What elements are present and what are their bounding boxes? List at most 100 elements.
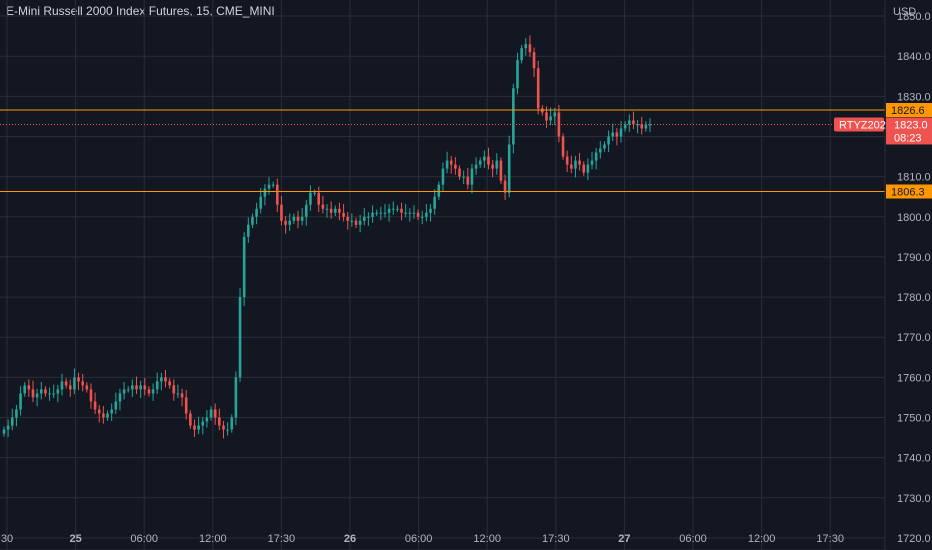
candle-body: [483, 156, 486, 161]
last-price-badge: [886, 117, 932, 145]
level-lines: [0, 109, 885, 192]
candle-body: [499, 160, 503, 181]
candle-body: [648, 124, 652, 126]
candle-body: [549, 116, 552, 121]
candle-body: [44, 389, 47, 394]
x-tick-label: 12:00: [199, 533, 227, 545]
candle-body: [565, 156, 569, 165]
candle-body: [574, 160, 577, 169]
candle-body: [284, 220, 287, 225]
y-tick-label: 1850.0: [897, 11, 931, 23]
level-badge-label: 1806.3: [891, 186, 925, 198]
candle-body: [184, 397, 188, 414]
candle-body: [168, 381, 171, 386]
candle-body: [520, 48, 523, 61]
x-tick-label: 17:30: [816, 533, 844, 545]
y-tick-label: 1810.0: [897, 172, 931, 184]
candle-body: [197, 425, 200, 430]
candle-body: [408, 212, 412, 214]
candle-body: [404, 212, 407, 214]
price-axis: 1720.0 1730.0 1740.0 1750.0 1760.0 1770.0 1780…: [897, 11, 931, 545]
candle-body: [222, 425, 225, 430]
x-tick-label: 06:00: [130, 533, 158, 545]
candle-body: [131, 385, 134, 390]
candle-body: [259, 196, 263, 209]
candle-body: [615, 132, 619, 137]
candle-body: [213, 409, 217, 418]
x-tick-label: 17:30: [542, 533, 570, 545]
candle-body: [126, 389, 130, 391]
candle-body: [545, 112, 548, 121]
x-tick-label: 06:00: [679, 533, 707, 545]
x-tick-label: 06:00: [405, 533, 433, 545]
candle-body: [607, 136, 610, 145]
candle-body: [594, 152, 598, 161]
candle-body: [317, 192, 321, 205]
candle-body: [276, 184, 279, 205]
candle-body: [189, 413, 192, 426]
y-tick-label: 1830.0: [897, 91, 931, 103]
candle-body: [561, 136, 565, 157]
candle-body: [280, 204, 283, 221]
candle-body: [466, 176, 470, 185]
candle-body: [524, 44, 528, 49]
candle-body: [329, 208, 333, 213]
level-badge-label: 1826.6: [891, 105, 925, 117]
candle-body: [81, 381, 84, 386]
candle-body: [255, 208, 258, 217]
candles: [2, 35, 652, 439]
candle-body: [495, 160, 499, 169]
candle-body: [623, 124, 627, 129]
candle-body: [313, 192, 316, 194]
candle-body: [19, 393, 22, 410]
candle-body: [358, 220, 362, 225]
candle-body: [391, 208, 395, 210]
candle-body: [77, 377, 80, 382]
candle-body: [507, 144, 511, 193]
candle-body: [52, 393, 55, 395]
y-tick-label: 1720.0: [897, 533, 931, 545]
candle-body: [433, 196, 436, 209]
y-tick-label: 1760.0: [897, 372, 931, 384]
candle-body: [425, 212, 428, 217]
candle-body: [309, 192, 312, 205]
candle-body: [321, 204, 325, 209]
grid: [0, 0, 885, 550]
candle-body: [6, 425, 10, 430]
candle-body: [362, 216, 366, 221]
candle-body: [73, 377, 76, 390]
candle-body: [209, 409, 213, 418]
candle-body: [102, 413, 105, 418]
candle-body: [350, 220, 354, 222]
candle-body: [474, 164, 478, 169]
candle-body: [247, 224, 250, 237]
x-tick-label: 25: [69, 533, 81, 545]
candle-body: [31, 389, 35, 398]
candle-body: [512, 88, 515, 145]
candle-body: [218, 417, 221, 426]
candle-body: [89, 389, 93, 402]
candle-body: [122, 389, 126, 394]
candle-body: [106, 413, 109, 418]
candle-body: [180, 393, 184, 398]
candle-body: [304, 204, 308, 217]
candle-body: [470, 168, 474, 185]
y-tick-label: 1730.0: [897, 493, 931, 505]
candle-body: [420, 216, 424, 218]
candle-body: [230, 417, 234, 430]
candle-body: [383, 212, 387, 214]
candle-body: [400, 208, 403, 213]
candle-body: [147, 389, 151, 394]
candle-body: [56, 389, 60, 394]
candle-body: [590, 160, 594, 165]
candle-body: [503, 180, 507, 193]
candle-body: [632, 120, 635, 125]
candle-body: [271, 184, 275, 186]
y-tick-label: 1740.0: [897, 453, 931, 465]
candle-body: [528, 44, 532, 53]
candle-body: [226, 429, 229, 431]
candle-body: [242, 236, 246, 298]
candle-body: [234, 377, 238, 418]
candle-body: [296, 216, 300, 221]
